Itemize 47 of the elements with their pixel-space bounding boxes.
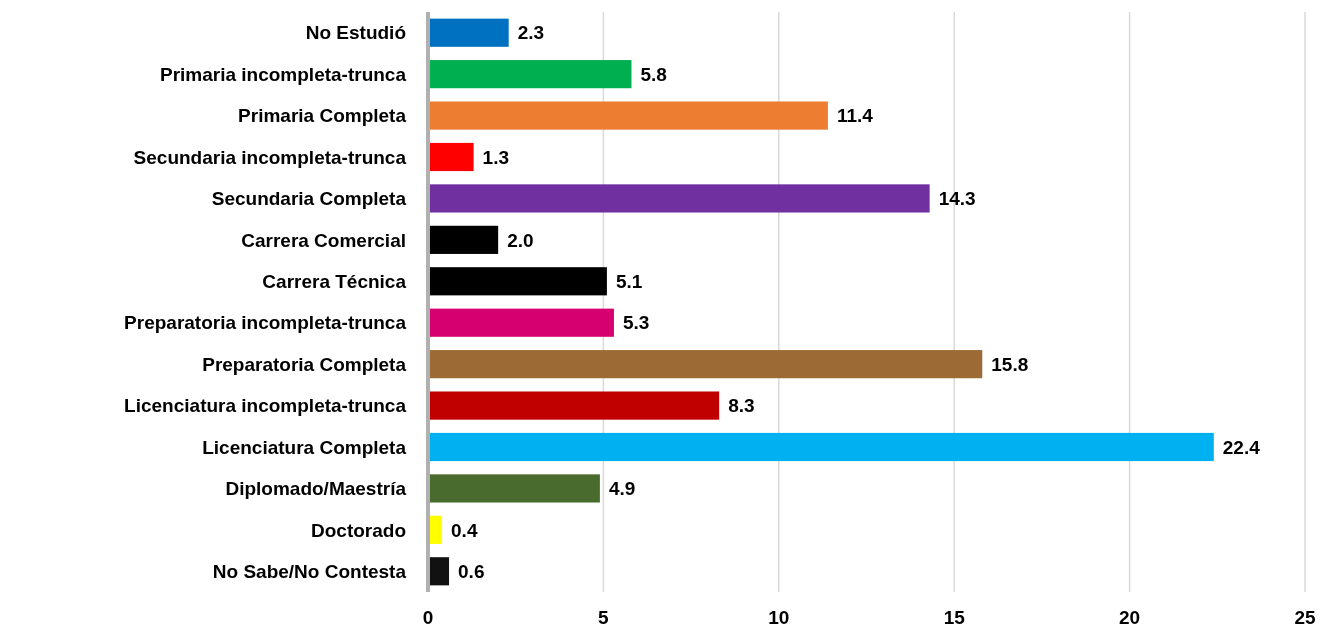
y-tick-label: Carrera Comercial — [241, 229, 406, 251]
x-tick-label: 5 — [598, 607, 610, 628]
x-tick-label: 15 — [943, 607, 966, 628]
data-label: 4.9 — [608, 478, 636, 500]
data-label: 0.6 — [458, 560, 485, 582]
data-label: 8.3 — [728, 395, 755, 417]
data-label: 5.1 — [615, 270, 643, 292]
bar — [428, 184, 930, 213]
bar — [428, 101, 828, 130]
y-tick-label: Diplomado/Maestría — [225, 478, 407, 500]
y-tick-label: Secundaria Completa — [211, 188, 407, 210]
x-tick-label: 0 — [422, 607, 434, 628]
bar — [428, 474, 600, 503]
x-tick-label: 20 — [1119, 607, 1141, 628]
y-tick-label: Preparatoria Completa — [202, 353, 407, 375]
bar — [428, 432, 1214, 462]
data-label: 5.3 — [622, 312, 650, 334]
x-tick-label: 10 — [768, 607, 790, 628]
data-label: 5.8 — [640, 63, 667, 85]
data-label: 11.4 — [836, 105, 874, 127]
data-label: 14.3 — [938, 188, 976, 210]
y-tick-label: Preparatoria incompleta-trunca — [124, 312, 407, 334]
bar — [428, 557, 450, 586]
y-tick-label: Licenciatura Completa — [202, 436, 407, 458]
bar — [428, 267, 607, 296]
data-label: 2.0 — [507, 229, 534, 251]
data-label: 2.3 — [517, 22, 545, 44]
y-tick-label: No Estudió — [305, 22, 406, 44]
bar — [428, 142, 474, 172]
y-tick-label: Primaria Completa — [238, 105, 407, 127]
y-tick-label: Carrera Técnica — [262, 270, 407, 292]
data-label: 0.4 — [451, 519, 478, 541]
y-tick-label: Licenciatura incompleta-trunca — [124, 395, 407, 417]
x-tick-label: 25 — [1294, 607, 1316, 628]
bar — [428, 391, 720, 420]
bar — [428, 308, 614, 337]
y-tick-label: Primaria incompleta-trunca — [159, 63, 407, 85]
data-label: 1.3 — [482, 146, 510, 168]
y-tick-label: Doctorado — [311, 519, 406, 541]
bar — [428, 60, 632, 89]
bar — [428, 350, 983, 379]
bar — [428, 18, 509, 47]
bar — [428, 225, 499, 254]
y-tick-label: No Sabe/No Contesta — [212, 560, 407, 582]
data-label: 15.8 — [991, 353, 1029, 375]
y-tick-label: Secundaria incompleta-trunca — [133, 146, 407, 168]
data-label: 22.4 — [1222, 436, 1261, 458]
